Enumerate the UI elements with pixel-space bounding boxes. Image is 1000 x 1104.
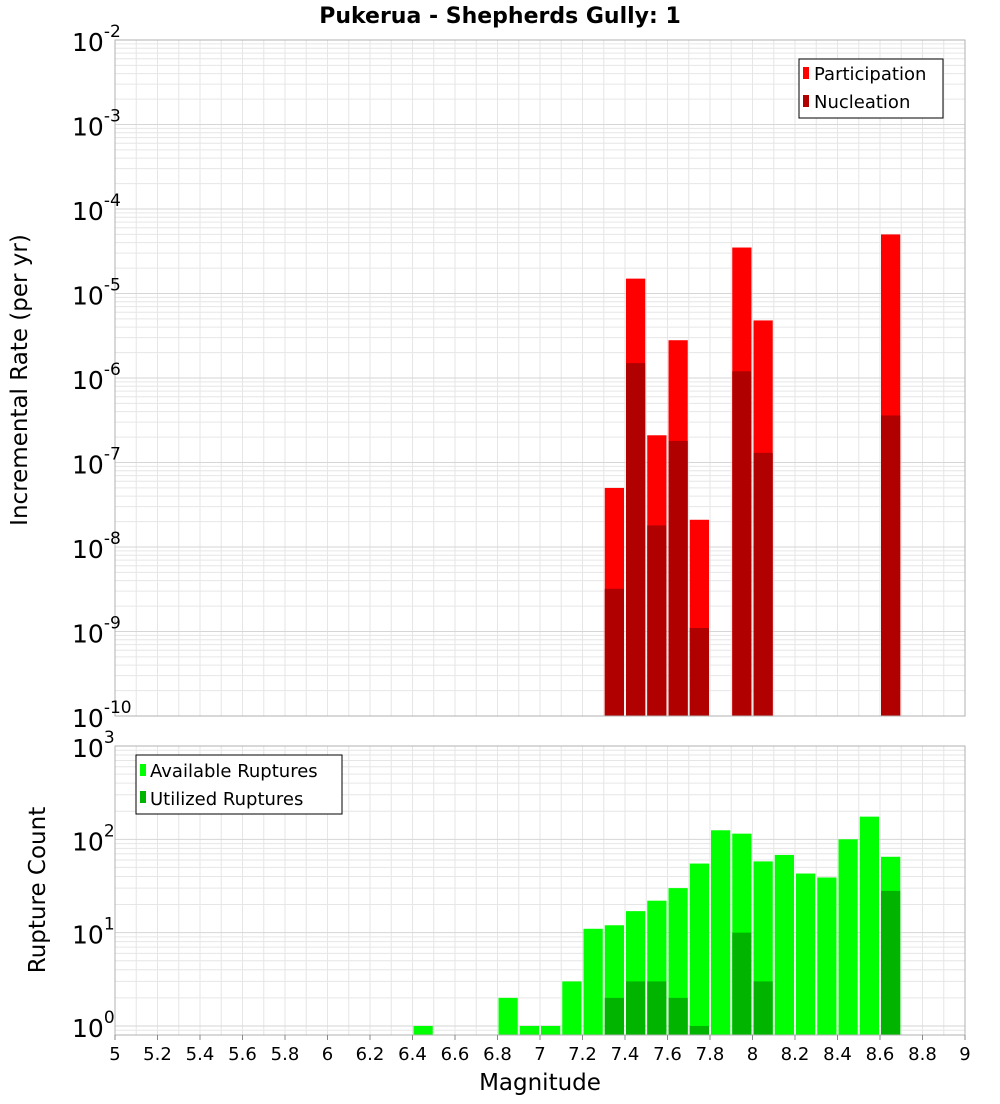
legend-swatch-utilized	[140, 791, 146, 803]
count-bar	[626, 981, 646, 1035]
count-series-0	[413, 816, 901, 1035]
x-tick-label: 6.4	[398, 1044, 427, 1065]
chart-title: Pukerua - Shepherds Gully: 1	[319, 4, 681, 29]
rate-bar	[732, 371, 752, 716]
count-y-tick-label: 101	[72, 915, 115, 950]
top-legend-box	[798, 58, 944, 119]
x-tick-label: 8.2	[781, 1044, 810, 1065]
count-panel: 100 101 102 103 5 5.2 5.4 5.6 5.8 6 6.2 6.4 6.6 6.8 7 7…	[72, 728, 971, 1065]
rate-bar	[753, 452, 773, 716]
rate-series-1	[604, 363, 901, 716]
legend-swatch-available	[140, 764, 146, 776]
x-tick-label: 6.6	[441, 1044, 470, 1065]
legend-label-available: Available Ruptures	[150, 761, 318, 782]
count-bar	[668, 997, 688, 1035]
count-bar	[838, 839, 858, 1035]
rate-y-tick-label: 10-2	[72, 22, 121, 57]
x-tick-label: 7.2	[568, 1044, 597, 1065]
count-bar	[519, 1025, 539, 1035]
x-tick-label: 8	[747, 1044, 758, 1065]
count-bar	[817, 877, 837, 1035]
top-y-axis-label: Incremental Rate (per yr)	[7, 234, 33, 526]
count-bar	[796, 873, 816, 1035]
rate-y-tick-label: 10-5	[72, 276, 121, 311]
count-bar	[859, 816, 879, 1035]
count-bar	[689, 863, 709, 1035]
x-axis-label: Magnitude	[479, 1070, 601, 1096]
count-bar	[689, 1025, 709, 1035]
legend-label-participation: Participation	[814, 64, 926, 85]
count-bar	[604, 997, 624, 1035]
x-tick-label: 6	[322, 1044, 333, 1065]
legend-swatch-nucleation	[803, 95, 809, 107]
rate-frame	[114, 39, 966, 717]
x-tick-label: 5.6	[228, 1044, 257, 1065]
rate-bar	[604, 588, 624, 716]
x-tick-label: 7.4	[611, 1044, 640, 1065]
rate-bar	[668, 440, 688, 716]
count-bar	[498, 997, 518, 1035]
legend-label-utilized: Utilized Ruptures	[150, 789, 303, 810]
count-y-tick-label: 100	[72, 1008, 115, 1043]
x-tick-label: 5.4	[186, 1044, 215, 1065]
x-tick-label: 5.2	[143, 1044, 172, 1065]
count-bar	[881, 890, 901, 1035]
rate-bar	[881, 415, 901, 716]
x-tick-label: 8.6	[866, 1044, 895, 1065]
count-bar	[732, 932, 752, 1035]
count-bar	[774, 854, 794, 1035]
legend-label-nucleation: Nucleation	[814, 92, 910, 113]
rate-bar	[689, 628, 709, 716]
count-y-tick-label: 102	[72, 821, 115, 856]
count-bar	[413, 1025, 433, 1035]
rate-y-tick-label: 10-6	[72, 360, 121, 395]
bottom-legend-box	[135, 754, 343, 815]
count-series-1	[604, 890, 901, 1035]
rate-y-tick-label: 10-4	[72, 191, 121, 226]
count-y-tick-label: 103	[72, 728, 115, 763]
rate-panel: 10-10 10-9 10-8 10-7 10-6 10-5 10-4 10-3 10-2	[72, 22, 966, 733]
x-tick-label: 6.8	[483, 1044, 512, 1065]
x-tick-label: 6.2	[356, 1044, 385, 1065]
rate-bar	[647, 525, 667, 716]
rate-y-tick-label: 10-3	[72, 107, 121, 142]
x-tick-label: 9	[959, 1044, 970, 1065]
top-legend: Participation Nucleation	[798, 58, 944, 119]
rate-y-tick-label: 10-8	[72, 529, 121, 564]
count-bar	[562, 981, 582, 1035]
x-tick-label: 8.8	[908, 1044, 937, 1065]
count-bar	[753, 981, 773, 1035]
legend-swatch-participation	[803, 67, 809, 79]
count-bar	[647, 981, 667, 1035]
bottom-y-axis-label: Rupture Count	[25, 807, 51, 973]
rate-bar	[626, 363, 646, 716]
rate-y-tick-label: 10-7	[72, 445, 121, 480]
rate-grid	[114, 40, 966, 717]
rate-y-tick-label: 10-9	[72, 614, 121, 649]
x-tick-label: 7	[534, 1044, 545, 1065]
bottom-legend: Available Ruptures Utilized Ruptures	[135, 754, 343, 815]
x-tick-label: 7.8	[696, 1044, 725, 1065]
x-tick-label: 5	[109, 1044, 120, 1065]
count-bar	[711, 830, 731, 1035]
count-bar	[541, 1025, 561, 1035]
x-tick-label: 8.4	[823, 1044, 852, 1065]
rate-y-tick-label: 10-10	[72, 698, 132, 733]
x-tick-label: 7.6	[653, 1044, 682, 1065]
x-tick-label: 5.8	[271, 1044, 300, 1065]
count-bar	[583, 928, 603, 1035]
